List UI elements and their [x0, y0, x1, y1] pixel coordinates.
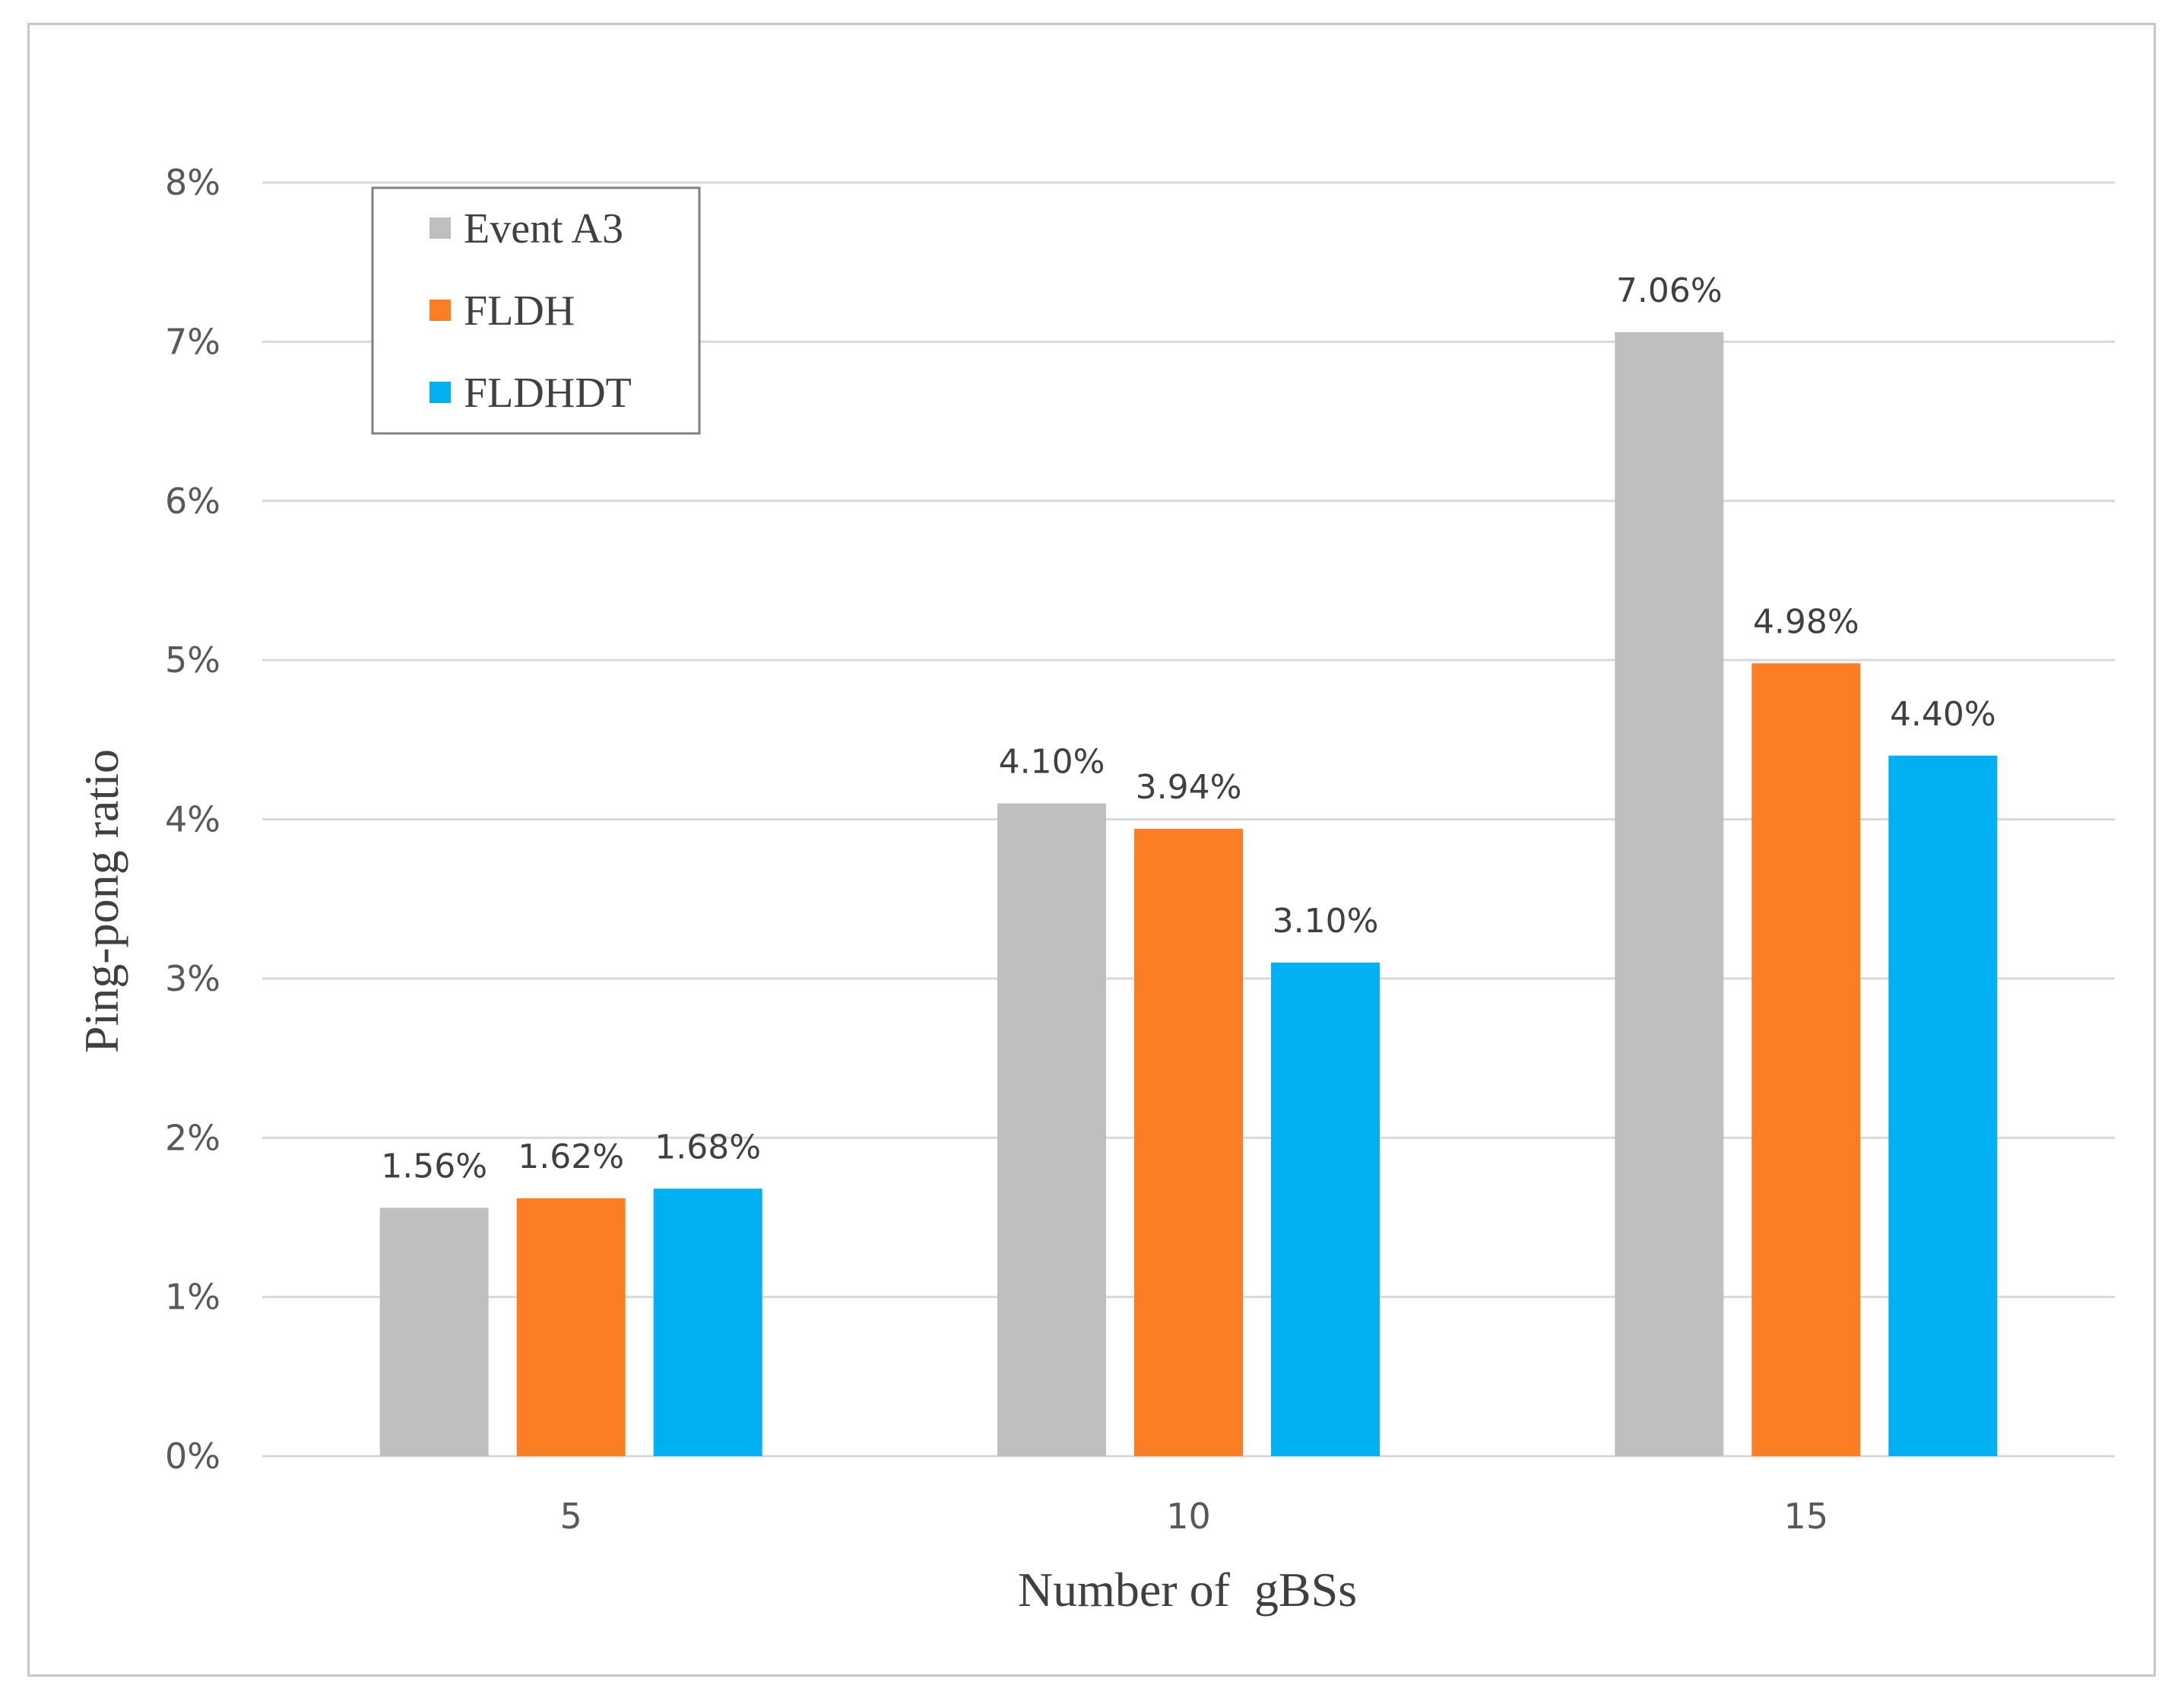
legend-label: Event A3	[464, 205, 623, 252]
data-label: 1.56%	[381, 1147, 487, 1185]
bar-event-a3-15	[1615, 332, 1724, 1456]
legend-swatch	[430, 382, 451, 403]
x-axis-title: Number of gBSs	[1018, 1563, 1357, 1617]
y-tick-label: 4%	[165, 799, 220, 840]
data-label: 3.10%	[1273, 902, 1379, 941]
x-tick-label: 10	[1166, 1496, 1211, 1537]
bar-fldhdt-15	[1888, 755, 1998, 1456]
bar-fldhdt-5	[653, 1188, 762, 1456]
data-label: 4.40%	[1890, 695, 1996, 734]
data-label: 4.98%	[1753, 602, 1859, 641]
bar-event-a3-5	[379, 1208, 489, 1456]
y-axis-title: Ping-pong ratio	[74, 749, 128, 1053]
data-label: 4.10%	[999, 743, 1105, 782]
y-tick-label: 7%	[165, 321, 220, 362]
x-tick-label: 15	[1784, 1496, 1829, 1537]
y-tick-label: 8%	[165, 162, 220, 203]
y-tick-label: 0%	[165, 1436, 220, 1477]
y-axis-ticks: 0% 1% 2% 3% 4% 5% 6% 7% 8%	[165, 162, 220, 1477]
data-labels: 1.56% 1.62% 1.68% 4.10% 3.94% 3.10% 7.06% 4.98%…	[381, 271, 1995, 1186]
y-tick-label: 3%	[165, 958, 220, 999]
legend-swatch	[430, 300, 451, 321]
x-tick-label: 5	[560, 1496, 582, 1537]
data-label: 7.06%	[1616, 271, 1723, 310]
legend: Event A3 FLDH FLDHDT	[371, 186, 701, 435]
bar-fldh-5	[516, 1198, 626, 1456]
bar-fldh-10	[1134, 829, 1243, 1456]
legend-label: FLDHDT	[464, 370, 632, 417]
bar-event-a3-10	[997, 803, 1106, 1456]
bars	[379, 332, 1998, 1456]
data-label: 3.94%	[1136, 768, 1242, 807]
x-axis-ticks: 5 10 15	[560, 1496, 1829, 1537]
data-label: 1.68%	[655, 1128, 761, 1166]
legend-label: FLDH	[464, 287, 575, 335]
y-tick-label: 2%	[165, 1117, 220, 1158]
bar-fldh-15	[1751, 663, 1861, 1456]
y-tick-label: 6%	[165, 481, 220, 522]
y-tick-label: 1%	[165, 1277, 220, 1318]
legend-box	[371, 186, 701, 435]
bar-fldhdt-10	[1271, 962, 1380, 1456]
y-tick-label: 5%	[165, 639, 220, 681]
data-label: 1.62%	[518, 1138, 624, 1176]
legend-swatch	[430, 217, 451, 239]
